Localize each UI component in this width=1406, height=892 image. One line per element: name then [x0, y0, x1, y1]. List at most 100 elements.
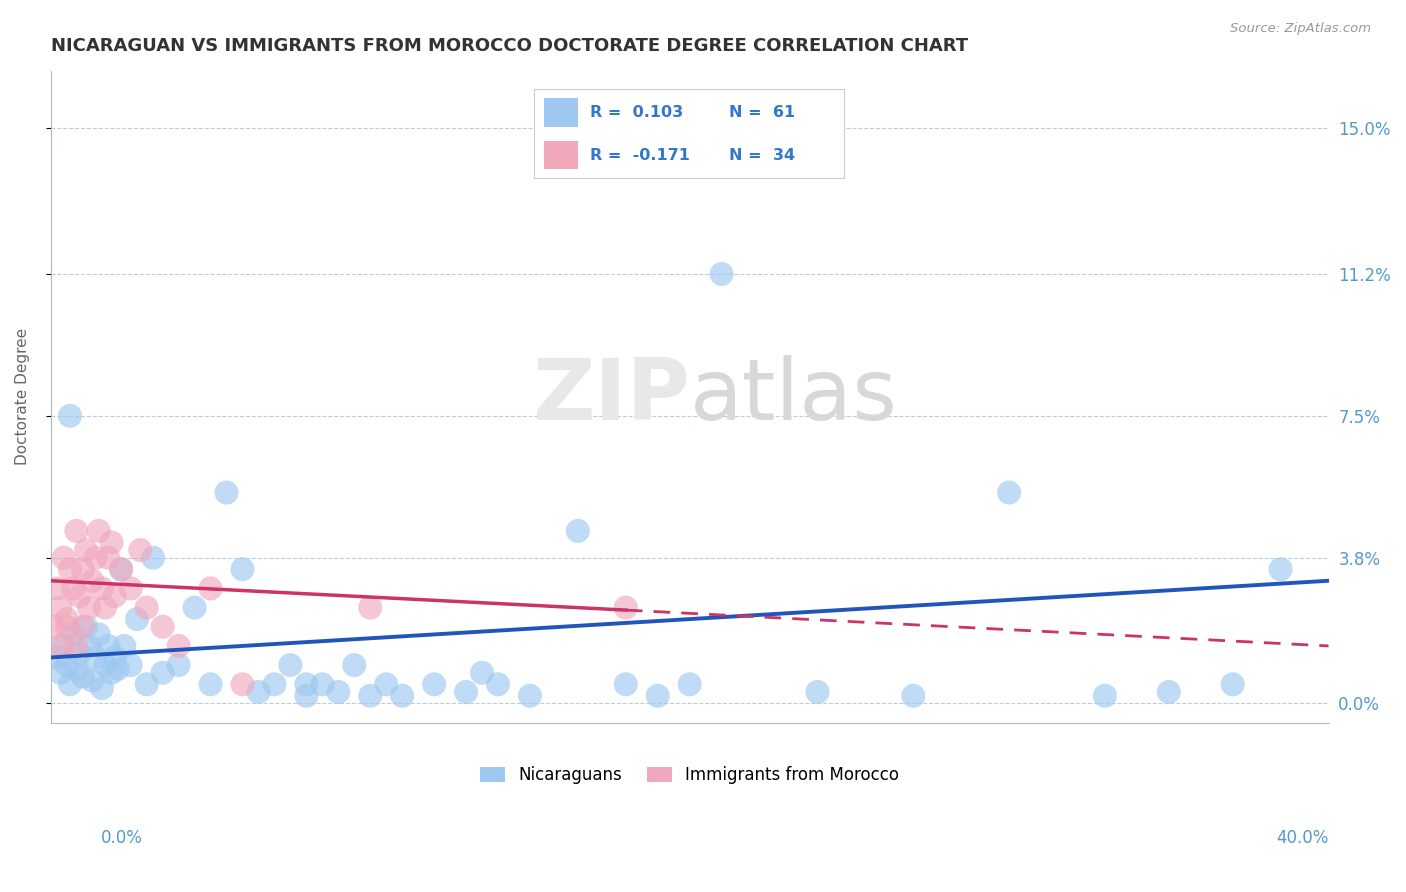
- Point: [75, 620, 97, 634]
- Point: [247, 685, 270, 699]
- Point: [167, 639, 190, 653]
- Point: [56, 620, 79, 634]
- Point: [710, 267, 733, 281]
- Point: [104, 650, 127, 665]
- Text: NICARAGUAN VS IMMIGRANTS FROM MOROCCO DOCTORATE DEGREE CORRELATION CHART: NICARAGUAN VS IMMIGRANTS FROM MOROCCO DO…: [51, 37, 967, 55]
- Point: [52, 639, 75, 653]
- Bar: [544, 141, 578, 169]
- Text: 0.0%: 0.0%: [101, 829, 143, 847]
- Point: [486, 677, 509, 691]
- Point: [72, 670, 94, 684]
- Point: [280, 658, 302, 673]
- Point: [62, 627, 84, 641]
- Point: [359, 689, 381, 703]
- Point: [91, 681, 114, 695]
- Point: [72, 562, 94, 576]
- Point: [75, 543, 97, 558]
- Legend: Nicaraguans, Immigrants from Morocco: Nicaraguans, Immigrants from Morocco: [471, 758, 908, 792]
- Point: [84, 550, 107, 565]
- Point: [1270, 562, 1292, 576]
- Point: [56, 612, 79, 626]
- Point: [679, 677, 702, 691]
- Text: 40.0%: 40.0%: [1277, 829, 1329, 847]
- Point: [120, 658, 142, 673]
- Point: [142, 550, 165, 565]
- Point: [59, 562, 82, 576]
- Point: [295, 677, 318, 691]
- Point: [343, 658, 366, 673]
- Point: [311, 677, 333, 691]
- Point: [135, 600, 157, 615]
- Point: [65, 524, 87, 538]
- Point: [65, 639, 87, 653]
- Point: [200, 582, 222, 596]
- Bar: [544, 98, 578, 127]
- Text: N =  34: N = 34: [730, 148, 796, 162]
- Point: [72, 620, 94, 634]
- Point: [46, 650, 69, 665]
- Point: [391, 689, 413, 703]
- Point: [454, 685, 477, 699]
- Point: [104, 589, 127, 603]
- Point: [200, 677, 222, 691]
- Point: [567, 524, 589, 538]
- Point: [231, 677, 253, 691]
- Point: [56, 658, 79, 673]
- Text: N =  61: N = 61: [730, 105, 796, 120]
- Point: [65, 662, 87, 676]
- Point: [359, 600, 381, 615]
- Point: [375, 677, 398, 691]
- Point: [263, 677, 285, 691]
- Point: [77, 600, 100, 615]
- Text: atlas: atlas: [690, 355, 897, 438]
- Point: [1157, 685, 1180, 699]
- Point: [135, 677, 157, 691]
- Point: [231, 562, 253, 576]
- Point: [614, 677, 637, 691]
- Point: [112, 639, 135, 653]
- Point: [1222, 677, 1244, 691]
- Point: [125, 612, 148, 626]
- Point: [84, 650, 107, 665]
- Point: [52, 550, 75, 565]
- Point: [647, 689, 669, 703]
- Point: [62, 582, 84, 596]
- Point: [519, 689, 541, 703]
- Point: [328, 685, 350, 699]
- Point: [107, 662, 129, 676]
- Text: R =  0.103: R = 0.103: [591, 105, 683, 120]
- Text: ZIP: ZIP: [531, 355, 690, 438]
- Point: [69, 589, 91, 603]
- Point: [59, 677, 82, 691]
- Point: [215, 485, 238, 500]
- Point: [183, 600, 205, 615]
- Point: [82, 574, 104, 588]
- Point: [49, 639, 72, 653]
- Point: [97, 639, 120, 653]
- Point: [59, 409, 82, 423]
- Point: [100, 535, 122, 549]
- Point: [77, 639, 100, 653]
- Point: [49, 665, 72, 680]
- Point: [82, 673, 104, 688]
- Point: [69, 647, 91, 661]
- Point: [614, 600, 637, 615]
- Point: [100, 665, 122, 680]
- Point: [120, 582, 142, 596]
- Point: [152, 620, 174, 634]
- Point: [94, 658, 117, 673]
- Point: [97, 550, 120, 565]
- Point: [167, 658, 190, 673]
- Point: [91, 582, 114, 596]
- Point: [87, 627, 110, 641]
- Point: [903, 689, 925, 703]
- Text: R =  -0.171: R = -0.171: [591, 148, 690, 162]
- Point: [152, 665, 174, 680]
- Point: [42, 620, 65, 634]
- Point: [87, 524, 110, 538]
- Point: [46, 582, 69, 596]
- Point: [295, 689, 318, 703]
- Y-axis label: Doctorate Degree: Doctorate Degree: [15, 328, 30, 466]
- Text: Source: ZipAtlas.com: Source: ZipAtlas.com: [1230, 22, 1371, 36]
- Point: [94, 600, 117, 615]
